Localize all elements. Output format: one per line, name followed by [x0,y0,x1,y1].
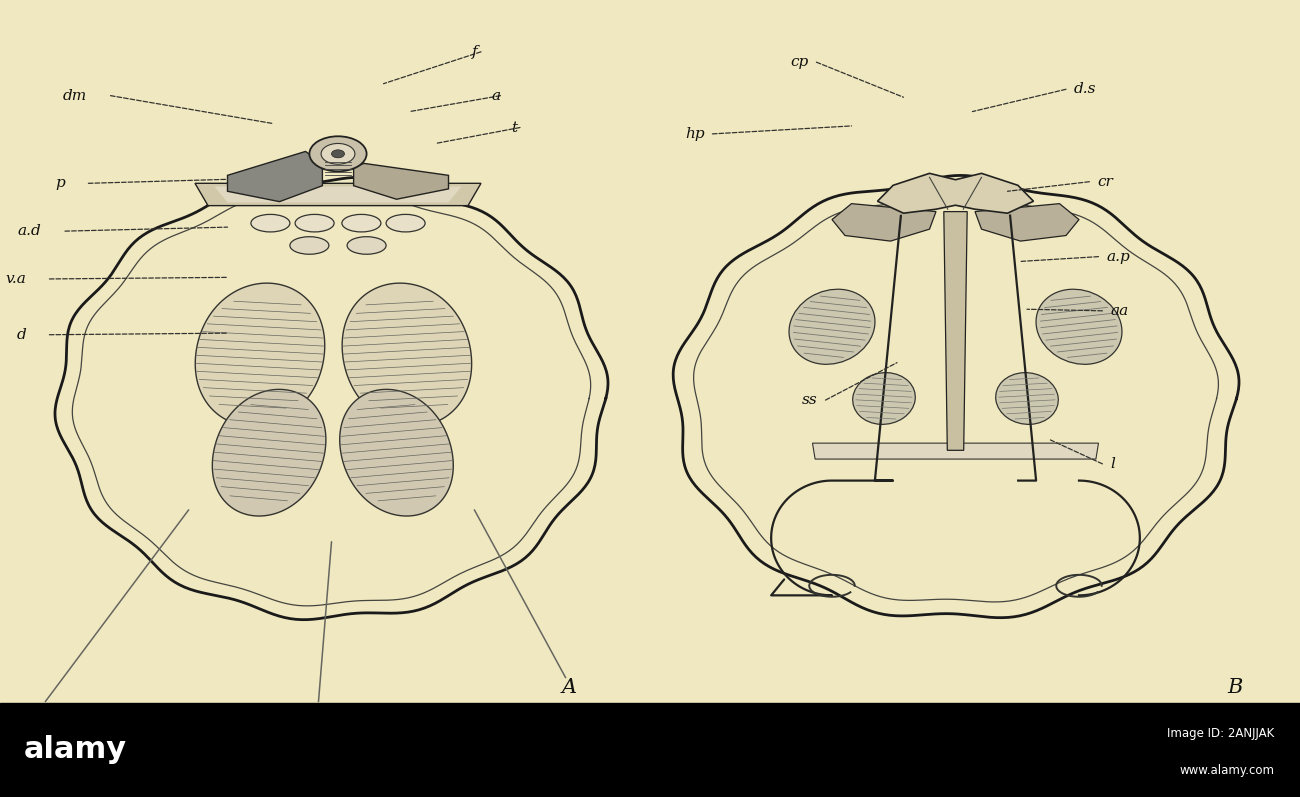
Ellipse shape [290,237,329,254]
Text: www.alamy.com: www.alamy.com [1179,764,1274,777]
Circle shape [309,136,367,171]
Text: alamy: alamy [23,736,126,764]
Polygon shape [812,443,1098,459]
Text: B: B [1227,677,1243,697]
Text: Image ID: 2ANJJAK: Image ID: 2ANJJAK [1167,727,1274,740]
Polygon shape [55,177,608,620]
Ellipse shape [342,214,381,232]
Polygon shape [878,174,1034,214]
Text: d: d [16,328,26,342]
Text: p: p [55,176,65,190]
Ellipse shape [347,237,386,254]
Text: a: a [491,88,500,103]
Text: a.d: a.d [18,224,42,238]
Text: t: t [511,120,517,135]
Text: aa: aa [1110,304,1128,318]
Circle shape [321,143,355,164]
Polygon shape [354,163,448,199]
Ellipse shape [996,373,1058,424]
Polygon shape [195,283,325,426]
Text: cr: cr [1097,175,1113,189]
Circle shape [332,150,344,158]
Polygon shape [339,390,454,516]
Ellipse shape [853,373,915,424]
Text: hp: hp [685,127,705,141]
Text: l: l [1110,457,1115,471]
Text: ss: ss [802,393,818,407]
Polygon shape [214,186,462,202]
Polygon shape [195,183,481,206]
Text: dm: dm [62,88,87,103]
Text: d.s: d.s [1074,82,1096,96]
Text: f: f [472,45,477,59]
Polygon shape [673,175,1239,618]
Ellipse shape [1036,289,1122,364]
Polygon shape [342,283,472,426]
Text: v.a: v.a [5,272,26,286]
Polygon shape [227,151,322,202]
Text: A: A [562,677,577,697]
Ellipse shape [295,214,334,232]
Ellipse shape [386,214,425,232]
Bar [0,703,1300,797]
Text: cp: cp [790,55,809,69]
Polygon shape [944,211,967,450]
Text: a.p: a.p [1106,249,1130,264]
Polygon shape [975,203,1079,241]
Polygon shape [832,203,936,241]
Polygon shape [212,390,326,516]
Ellipse shape [789,289,875,364]
Ellipse shape [251,214,290,232]
